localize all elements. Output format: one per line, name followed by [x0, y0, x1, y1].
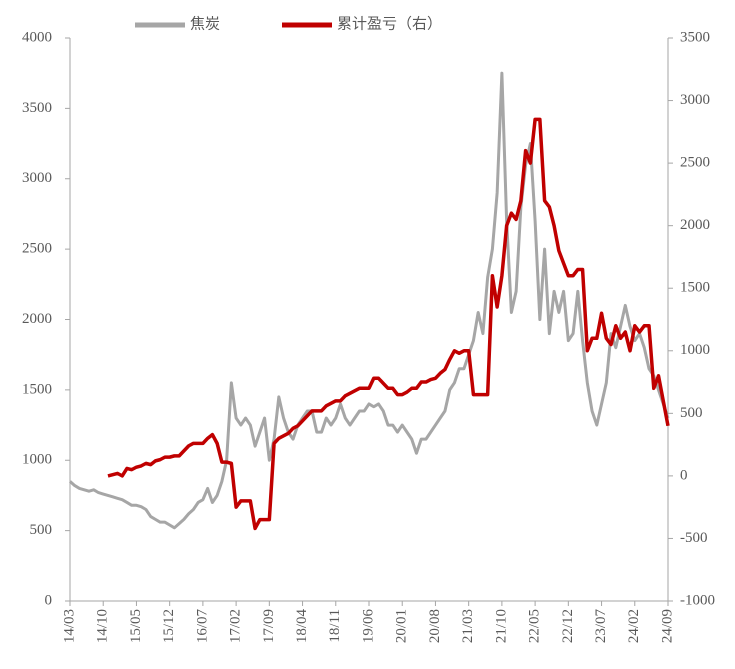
series-line — [107, 117, 670, 531]
x-tick-label: 20/01 — [394, 609, 410, 643]
y2-tick-label: 0 — [680, 467, 688, 483]
y2-tick-label: 1500 — [680, 280, 710, 296]
y2-tick-label: -1000 — [680, 592, 715, 608]
x-tick-label: 21/10 — [493, 609, 509, 643]
y-tick-label: 2500 — [22, 241, 52, 257]
y2-tick-label: 1000 — [680, 342, 710, 358]
x-tick-label: 19/06 — [360, 609, 376, 644]
x-tick-label: 22/12 — [560, 609, 576, 643]
y-tick-label: 3000 — [22, 170, 52, 186]
x-tick-label: 24/02 — [626, 609, 642, 643]
y2-tick-label: 2000 — [680, 217, 710, 233]
x-tick-label: 21/03 — [460, 609, 476, 643]
y-tick-label: 1500 — [22, 381, 52, 397]
y-tick-label: 0 — [45, 592, 53, 608]
x-tick-label: 18/04 — [294, 609, 310, 644]
x-tick-label: 23/07 — [593, 609, 609, 644]
x-tick-label: 14/03 — [61, 609, 77, 643]
y2-tick-label: 3000 — [680, 92, 710, 108]
y-tick-label: 2000 — [22, 311, 52, 327]
x-tick-label: 22/05 — [527, 609, 543, 643]
x-tick-label: 20/08 — [427, 609, 443, 643]
x-tick-label: 14/10 — [95, 609, 111, 643]
y2-tick-label: -500 — [680, 530, 708, 546]
x-tick-label: 17/02 — [228, 609, 244, 643]
x-tick-label: 15/05 — [128, 609, 144, 643]
y-tick-label: 1000 — [22, 452, 52, 468]
y-tick-label: 4000 — [22, 29, 52, 45]
x-tick-label: 17/09 — [261, 609, 277, 643]
y2-tick-label: 500 — [680, 405, 703, 421]
x-tick-label: 18/11 — [327, 609, 343, 643]
y2-tick-label: 2500 — [680, 155, 710, 171]
y-tick-label: 3500 — [22, 100, 52, 116]
legend-label: 焦炭 — [190, 15, 220, 32]
x-tick-label: 24/09 — [659, 609, 675, 643]
series-line — [69, 71, 670, 530]
x-tick-label: 15/12 — [161, 609, 177, 643]
y-tick-label: 500 — [30, 522, 53, 538]
legend-label: 累计盈亏（右） — [337, 15, 442, 32]
y2-tick-label: 3500 — [680, 29, 710, 45]
x-tick-label: 16/07 — [194, 609, 210, 644]
